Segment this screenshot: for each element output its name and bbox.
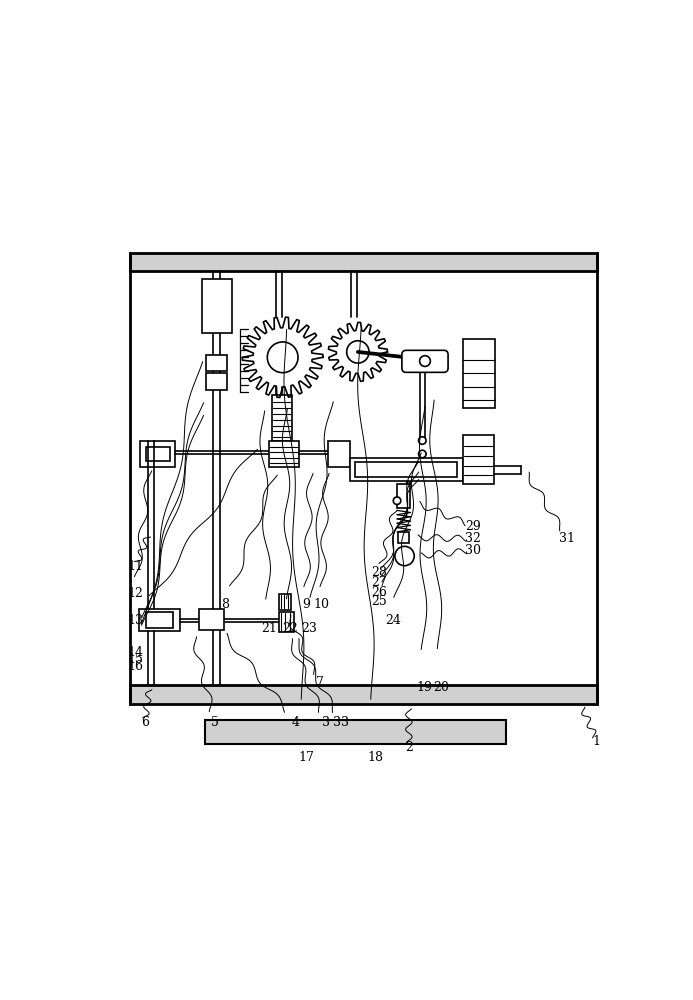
Bar bbox=[140, 441, 175, 467]
Text: 27: 27 bbox=[371, 576, 387, 589]
Circle shape bbox=[419, 437, 426, 444]
Text: 23: 23 bbox=[301, 622, 317, 635]
Bar bbox=[202, 279, 231, 333]
Bar bbox=[279, 594, 291, 610]
Text: 22: 22 bbox=[282, 622, 297, 635]
Text: 2: 2 bbox=[405, 741, 413, 754]
Bar bbox=[398, 532, 409, 543]
FancyBboxPatch shape bbox=[402, 350, 448, 372]
Text: 32: 32 bbox=[466, 532, 481, 545]
Circle shape bbox=[420, 356, 430, 366]
Text: 14: 14 bbox=[127, 646, 143, 659]
Bar bbox=[350, 458, 463, 481]
Bar bbox=[205, 720, 506, 744]
Bar bbox=[130, 685, 597, 704]
Text: 25: 25 bbox=[371, 595, 387, 608]
Text: 26: 26 bbox=[371, 586, 387, 599]
Bar bbox=[356, 462, 457, 477]
Text: 21: 21 bbox=[261, 622, 277, 635]
Text: 19: 19 bbox=[416, 681, 432, 694]
Bar bbox=[200, 609, 224, 630]
Text: 30: 30 bbox=[465, 544, 482, 557]
Bar bbox=[279, 612, 294, 632]
Circle shape bbox=[419, 450, 426, 458]
Bar bbox=[463, 339, 495, 408]
Text: 29: 29 bbox=[466, 520, 481, 533]
Text: 24: 24 bbox=[385, 614, 401, 627]
Text: 17: 17 bbox=[299, 751, 315, 764]
Text: 4: 4 bbox=[292, 716, 300, 729]
Text: 28: 28 bbox=[371, 566, 387, 579]
Bar bbox=[269, 441, 299, 467]
Circle shape bbox=[267, 342, 298, 373]
Text: 6: 6 bbox=[141, 716, 148, 729]
Text: 16: 16 bbox=[127, 660, 143, 673]
Bar bbox=[328, 441, 350, 467]
Text: 12: 12 bbox=[127, 587, 143, 600]
Text: 3: 3 bbox=[322, 716, 330, 729]
Text: 7: 7 bbox=[316, 676, 324, 689]
Text: 8: 8 bbox=[221, 598, 229, 611]
Text: 15: 15 bbox=[127, 653, 143, 666]
Text: 5: 5 bbox=[211, 716, 218, 729]
Bar bbox=[207, 355, 227, 371]
Text: 13: 13 bbox=[127, 614, 143, 627]
Text: 9: 9 bbox=[302, 598, 310, 611]
Circle shape bbox=[346, 341, 369, 363]
Bar bbox=[146, 612, 173, 628]
Text: 1: 1 bbox=[593, 735, 601, 748]
Bar bbox=[207, 373, 227, 390]
Circle shape bbox=[394, 497, 401, 504]
Bar bbox=[146, 447, 170, 461]
Text: 20: 20 bbox=[433, 681, 449, 694]
Bar bbox=[463, 435, 493, 484]
Text: 10: 10 bbox=[314, 598, 330, 611]
Bar bbox=[139, 609, 179, 631]
Bar bbox=[397, 484, 410, 508]
Text: 31: 31 bbox=[559, 532, 575, 545]
Text: 33: 33 bbox=[333, 716, 349, 729]
Bar bbox=[130, 253, 597, 271]
Text: 18: 18 bbox=[367, 751, 383, 764]
Text: 11: 11 bbox=[127, 560, 143, 573]
Bar bbox=[272, 395, 292, 441]
Circle shape bbox=[395, 546, 414, 566]
